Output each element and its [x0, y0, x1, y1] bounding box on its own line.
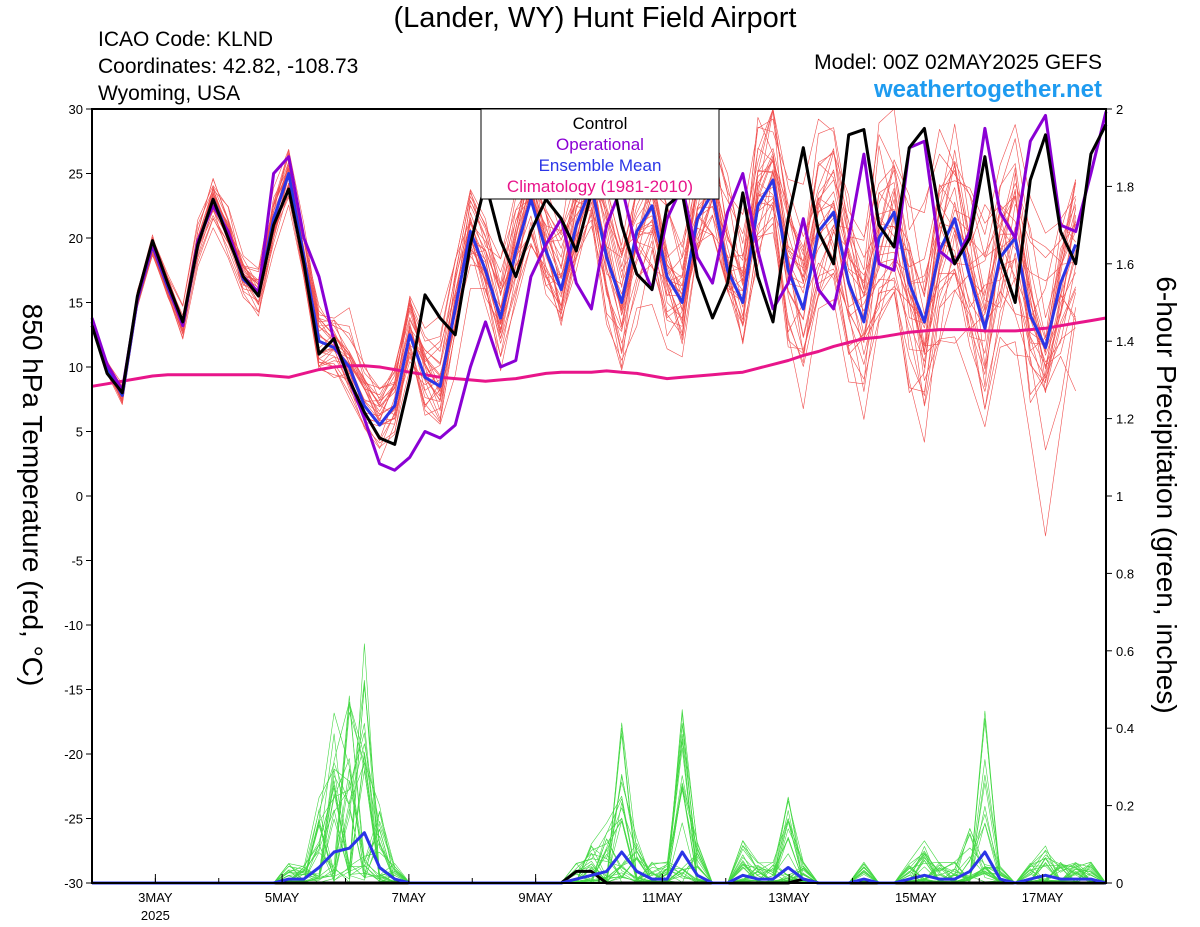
y2-tick-label: 0.2 — [1116, 799, 1134, 814]
x-tick-year: 2025 — [141, 908, 170, 923]
axes: 302520151050-5-10-15-20-25-3021.81.61.41… — [64, 102, 1134, 923]
y-tick-label: 10 — [69, 360, 83, 375]
y-tick-label: -5 — [71, 554, 83, 569]
x-tick-label: 13MAY — [768, 890, 810, 905]
icao-code: ICAO Code: KLND — [98, 28, 274, 51]
x-tick-label: 7MAY — [392, 890, 427, 905]
x-tick-label: 9MAY — [518, 890, 553, 905]
precip-member-line — [92, 701, 1107, 884]
y2-tick-label: 1.4 — [1116, 334, 1134, 349]
chart-title: (Lander, WY) Hunt Field Airport — [393, 2, 797, 34]
y2-tick-label: 1 — [1116, 489, 1123, 504]
legend-entry: Climatology (1981-2010) — [507, 177, 693, 196]
y2-tick-label: 0 — [1116, 876, 1123, 891]
main-series — [90, 111, 1108, 885]
y2-tick-label: 1.8 — [1116, 179, 1134, 194]
precip-member-line — [92, 781, 1107, 884]
precip-member-line — [92, 695, 1107, 884]
legend-entry: Ensemble Mean — [539, 156, 662, 175]
y-tick-label: 20 — [69, 231, 83, 246]
y-tick-label: 25 — [69, 167, 83, 182]
x-tick-label: 15MAY — [895, 890, 937, 905]
site-link[interactable]: weathertogether.net — [873, 76, 1102, 103]
y2-tick-label: 1.6 — [1116, 257, 1134, 272]
y-tick-label: -25 — [64, 812, 83, 827]
y-tick-label: -30 — [64, 876, 83, 891]
x-tick-label: 17MAY — [1022, 890, 1064, 905]
y-tick-label: -20 — [64, 747, 83, 762]
y-tick-label: -10 — [64, 618, 83, 633]
y2-tick-label: 0.6 — [1116, 644, 1134, 659]
x-tick-label: 5MAY — [265, 890, 300, 905]
ensemble-mean-line — [90, 172, 1078, 427]
climatology-1981-2010-line — [91, 316, 1107, 388]
y-tick-label: 5 — [76, 425, 83, 440]
y2-tick-label: 2 — [1116, 102, 1123, 117]
y-tick-label: 30 — [69, 102, 83, 117]
precip-member-line — [92, 685, 1107, 884]
region: Wyoming, USA — [98, 82, 241, 105]
temperature-member-line — [91, 159, 1076, 441]
legend: Control Operational Ensemble Mean Climatolo… — [480, 108, 720, 200]
precip-ensemble-members — [92, 643, 1107, 884]
legend-entry: Control — [573, 114, 628, 133]
y-tick-label: -15 — [64, 683, 83, 698]
model-run: Model: 00Z 02MAY2025 GEFS — [814, 51, 1102, 74]
legend-entry: Operational — [556, 135, 644, 154]
y-tick-label: 15 — [69, 296, 83, 311]
y-tick-label: 0 — [76, 489, 83, 504]
y2-tick-label: 1.2 — [1116, 412, 1134, 427]
y2-tick-label: 0.4 — [1116, 721, 1134, 736]
x-tick-label: 11MAY — [642, 890, 683, 905]
legend-box — [480, 108, 720, 200]
operational-line — [90, 111, 1108, 472]
coordinates: Coordinates: 42.82, -108.73 — [98, 55, 359, 78]
x-tick-label: 3MAY — [138, 890, 173, 905]
y2-tick-label: 0.8 — [1116, 566, 1134, 581]
